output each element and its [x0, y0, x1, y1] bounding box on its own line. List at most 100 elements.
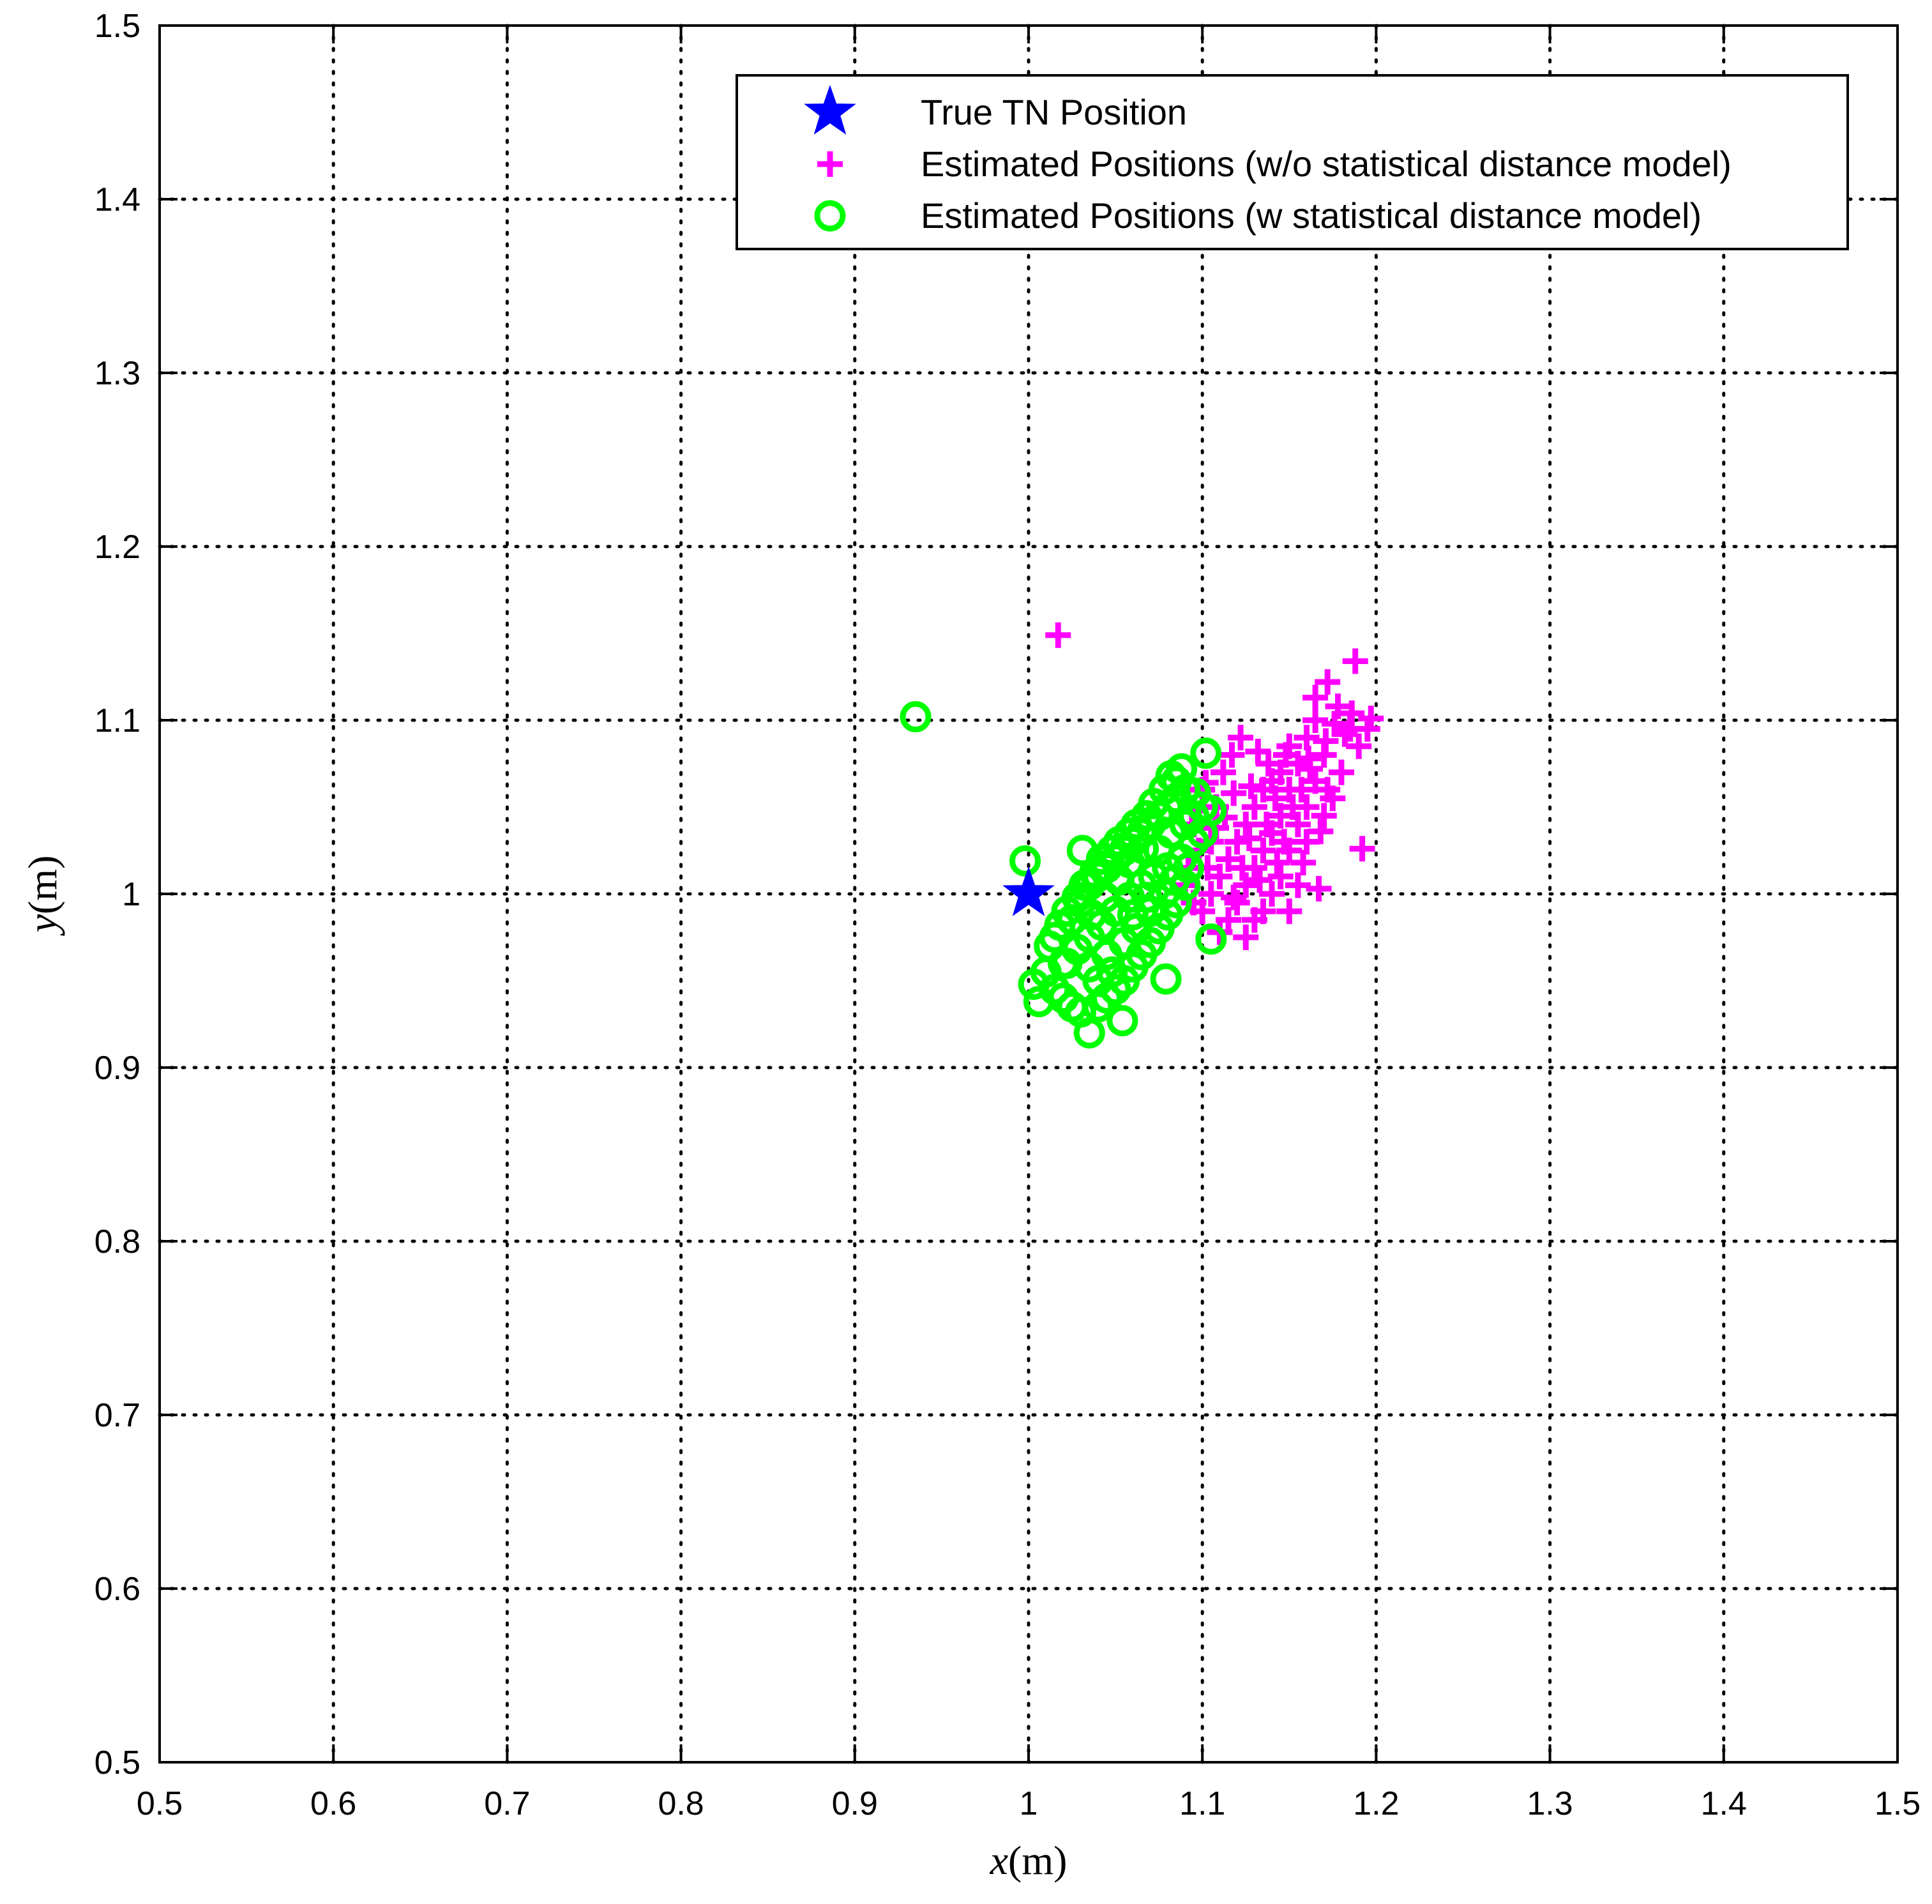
estimate-without-model-point [1271, 829, 1297, 855]
x-tick-label: 1 [1020, 1785, 1038, 1822]
legend-label-true-position: True TN Position [921, 92, 1187, 132]
estimate-with-model-point [1150, 963, 1182, 995]
x-tick-label: 0.6 [310, 1785, 356, 1822]
x-tick-label: 1.4 [1701, 1785, 1747, 1822]
y-tick-label: 0.9 [94, 1050, 140, 1087]
estimate-without-model-point [1354, 716, 1380, 742]
x-tick-label: 0.8 [658, 1785, 704, 1822]
legend: True TN Position Estimated Positions (w/… [736, 74, 1849, 250]
estimate-without-model-point [1295, 745, 1322, 771]
legend-label-without-model: Estimated Positions (w/o statistical dis… [921, 144, 1732, 184]
x-tick-label: 0.7 [484, 1785, 530, 1822]
estimate-without-model-point [1308, 819, 1334, 845]
estimate-without-model-point [1221, 780, 1247, 806]
estimate-without-model-point [1236, 825, 1262, 851]
estimate-with-model-point [1195, 923, 1227, 955]
x-axis-unit: (m) [1008, 1838, 1067, 1883]
estimate-without-model-point [1264, 850, 1290, 876]
y-axis-unit: (m) [20, 856, 65, 914]
y-axis-label: y(m) [20, 856, 65, 937]
estimate-without-model-point [1233, 925, 1259, 950]
estimate-without-model-point [1233, 872, 1259, 898]
estimate-without-model-point [1285, 872, 1311, 898]
estimate-without-model-point [1228, 725, 1254, 751]
estimate-without-model-point [1290, 850, 1317, 876]
estimate-with-model-point [900, 701, 932, 733]
estimate-with-model-point [1039, 974, 1071, 1006]
estimate-with-model-point [1131, 881, 1163, 913]
estimate-without-model-point [1315, 669, 1341, 695]
y-tick-label: 1 [122, 876, 140, 913]
estimate-without-model-point [1315, 776, 1341, 803]
x-tick-labels: 0.5 0.6 0.7 0.8 0.9 1 1.1 1.2 1.3 1.4 1.5 [137, 1785, 1921, 1822]
estimate-without-model-point [1325, 693, 1351, 720]
estimate-without-model-point [1247, 867, 1273, 893]
estimate-without-model-point [1346, 733, 1372, 759]
estimate-without-model-point [1322, 711, 1348, 737]
estimate-with-model-point [1186, 817, 1218, 849]
y-tick-label: 1.4 [94, 181, 140, 218]
estimate-without-model-point [1272, 742, 1299, 768]
estimate-without-model-point [1216, 846, 1242, 872]
legend-marker-plus [817, 151, 843, 177]
x-tick-label: 1.3 [1527, 1785, 1573, 1822]
estimate-without-model-point [1294, 829, 1320, 855]
estimate-without-model-point [1285, 812, 1311, 838]
estimate-with-model-point [1075, 899, 1107, 931]
x-tick-label: 1.1 [1179, 1785, 1225, 1822]
x-tick-label: 0.5 [137, 1785, 183, 1822]
estimate-without-model-point [1276, 898, 1302, 925]
y-tick-label: 1.5 [94, 8, 140, 45]
y-tick-label: 1.2 [94, 529, 140, 566]
legend-label-with-model: Estimated Positions (w statistical dista… [921, 195, 1702, 236]
x-axis-variable: x [990, 1838, 1008, 1883]
estimate-without-model-point [1198, 881, 1224, 907]
legend-marker-star [804, 84, 856, 135]
estimate-without-model-point [1238, 773, 1264, 799]
estimate-with-model-point [1190, 737, 1222, 769]
y-tick-label: 1.3 [94, 355, 140, 392]
estimate-without-model-point [1045, 622, 1071, 648]
y-tick-label: 0.8 [94, 1223, 140, 1260]
estimate-without-model-point [1313, 728, 1339, 754]
x-tick-label: 1.5 [1875, 1785, 1921, 1822]
legend-marker-circle [814, 200, 846, 232]
estimate-without-model-point [1224, 889, 1250, 916]
estimate-without-model-point [1302, 707, 1329, 733]
estimate-without-model-point [1339, 700, 1365, 727]
x-tick-label: 0.9 [832, 1785, 878, 1822]
estimate-without-model-point [1245, 738, 1271, 764]
estimate-without-model-point [1229, 855, 1255, 881]
y-tick-label: 0.7 [94, 1397, 140, 1434]
estimate-with-model-point [1159, 864, 1191, 896]
y-tick-label: 0.6 [94, 1571, 140, 1608]
y-axis-variable: y [20, 914, 65, 936]
grid [158, 24, 1899, 1764]
legend-box [736, 74, 1849, 250]
x-axis-label: x(m) [990, 1838, 1068, 1883]
estimate-without-model-point [1349, 836, 1375, 862]
estimate-with-model-point [1009, 845, 1041, 877]
estimate-without-model-point [1306, 875, 1332, 902]
estimate-with-model-point [1082, 965, 1114, 997]
estimate-without-model-point [1241, 907, 1267, 933]
estimate-with-model-point [1179, 777, 1211, 809]
x-tick-label: 1.2 [1353, 1785, 1399, 1822]
y-tick-label: 0.5 [94, 1744, 140, 1781]
estimate-with-model-point [1106, 1005, 1138, 1037]
estimate-with-model-point [1155, 817, 1187, 849]
legend-markers [804, 84, 856, 232]
estimate-with-model-point [1065, 996, 1097, 1028]
estimate-without-model-point [1253, 812, 1279, 838]
estimate-without-model-point [1262, 785, 1288, 812]
estimate-without-model-point [1221, 884, 1247, 910]
y-tick-labels: 0.5 0.6 0.7 0.8 0.9 1 1.1 1.2 1.3 1.4 1.5 [94, 8, 140, 1781]
estimate-without-model-point [1279, 794, 1306, 820]
estimate-without-model-point [1302, 684, 1329, 711]
axis-ticks [158, 24, 1899, 1764]
estimate-with-model-point [1128, 833, 1159, 865]
estimate-without-model-point [1311, 803, 1337, 829]
true-position-point [1002, 866, 1055, 916]
